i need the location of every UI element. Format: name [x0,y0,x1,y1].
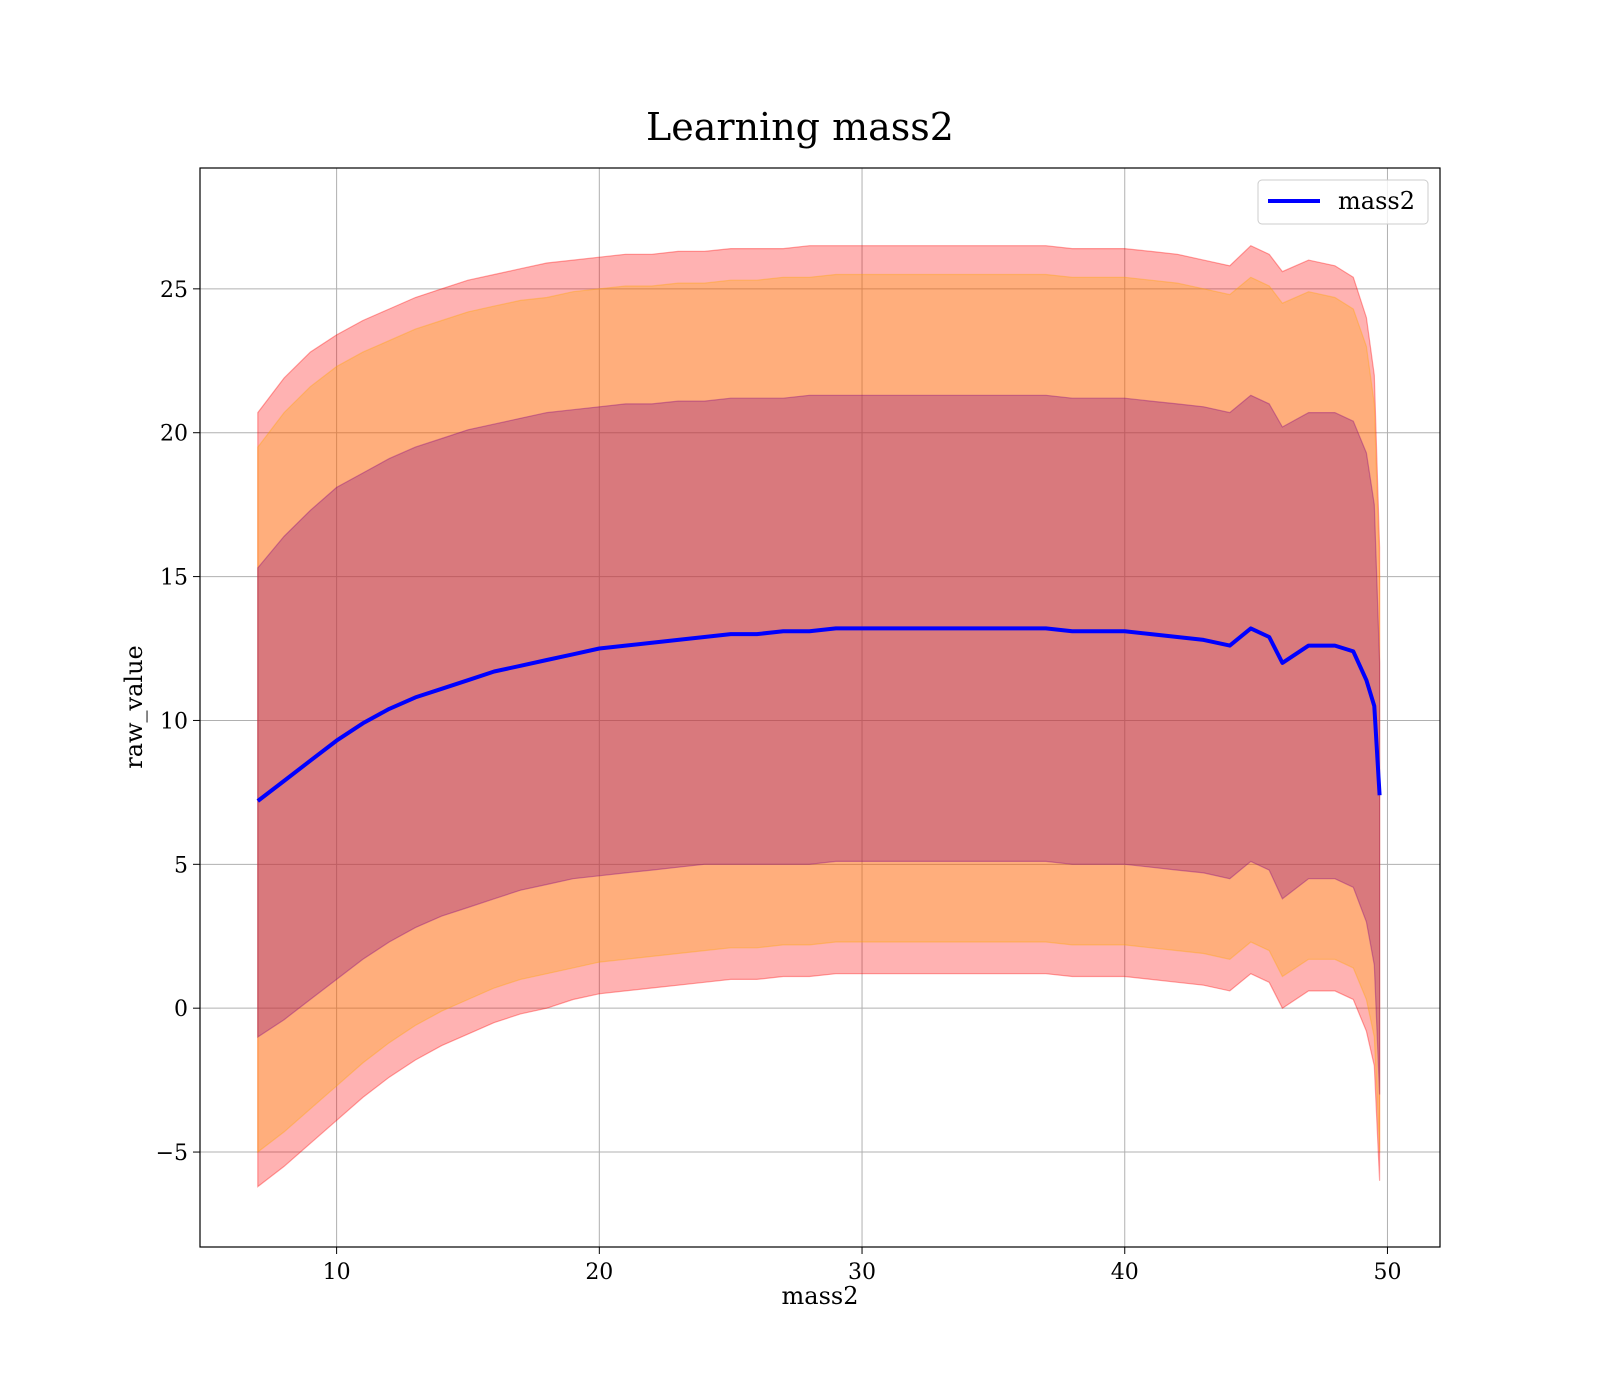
y-tick-label: 20 [160,422,188,447]
x-tick-label: 30 [848,1260,876,1285]
band-2sigma [257,273,1381,1154]
ticks: 10 20 30 40 50 −5 0 5 10 15 20 25 [156,278,1402,1285]
bands [257,244,1381,1188]
legend-box [1257,179,1429,225]
series-lines [256,626,1382,803]
grid [200,168,1440,1247]
x-tick-label: 20 [585,1260,613,1285]
legend-label-mass2: mass2 [1338,187,1415,215]
x-tick-label: 10 [323,1260,351,1285]
plot-area-border [199,167,1441,1248]
y-tick-label: 0 [174,997,188,1022]
band-3sigma [257,244,1381,1188]
legend: mass2 [1257,179,1429,225]
chart-title: Learning mass2 [646,105,954,149]
x-axis-label: mass2 [782,1282,859,1310]
band-1sigma [257,394,1381,1095]
x-tick-label: 40 [1111,1260,1139,1285]
y-tick-label: 15 [160,566,188,591]
x-tick-label: 50 [1373,1260,1401,1285]
series-line-mass2 [256,626,1382,803]
y-tick-label: 25 [160,278,188,303]
y-axis-label: raw_value [120,645,148,769]
y-tick-label: 5 [174,853,188,878]
y-tick-label: −5 [156,1141,188,1166]
y-tick-label: 10 [160,709,188,734]
